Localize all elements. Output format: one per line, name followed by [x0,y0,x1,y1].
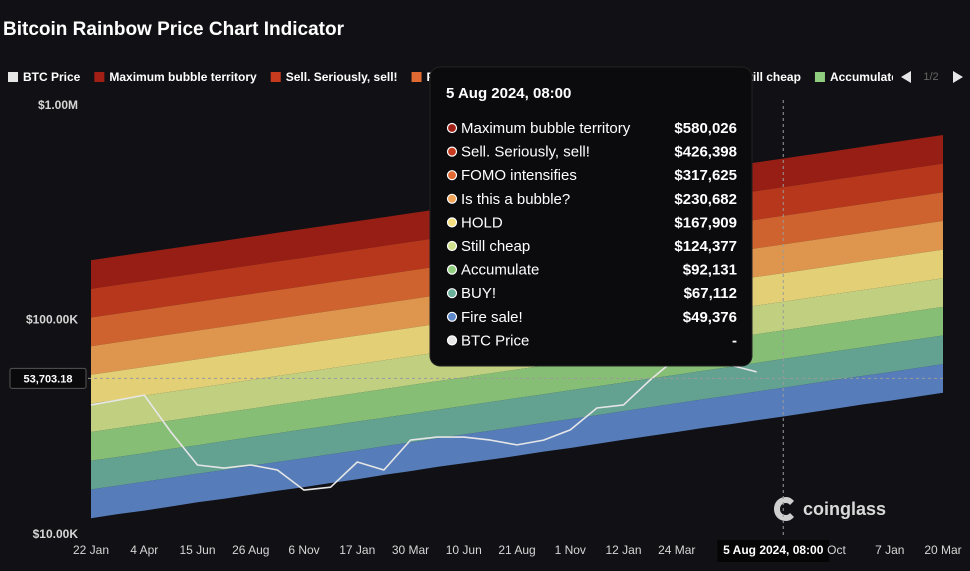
crosshair-x-box [717,540,830,562]
legend-swatch[interactable] [814,72,825,82]
tooltip-value: $67,112 [684,285,737,302]
tooltip-series-name: Sell. Seriously, sell! [461,144,590,161]
tooltip-dot [446,170,458,181]
tooltip-value: $92,131 [683,262,737,279]
legend-prev[interactable] [901,71,911,83]
tooltip-row: HOLD $167,909 [446,214,737,231]
legend-pager[interactable]: 1/2 [901,71,963,83]
legend-label[interactable]: Maximum bubble territory [109,70,257,84]
tooltip-series-name: Is this a bubble? [461,191,570,208]
x-tick-label: 10 Jun [446,543,482,557]
y-tick-label: $100.00K [26,313,78,327]
tooltip-dot [446,240,458,252]
tooltip-dot [446,122,458,134]
watermark-text: coinglass [803,499,886,519]
x-tick-label: 24 Mar [658,543,695,557]
tooltip-row: FOMO intensifies $317,625 [446,167,737,184]
legend-label[interactable]: Sell. Seriously, sell! [286,70,398,84]
watermark: coinglass [774,497,886,521]
price-line [90,357,757,491]
x-tick-label: 17 Jan [339,543,375,557]
x-tick-label: 21 Aug [498,543,535,557]
tooltip-value: $124,377 [674,238,737,255]
tooltip-row: Fire sale! $49,376 [446,309,737,326]
tooltip-value: - [732,332,737,349]
crosshair-y-label: 53,703.18 [24,373,73,385]
y-tick-label: $10.00K [33,527,79,541]
x-tick-label: 7 Jan [875,543,904,557]
x-tick-label: 4 Apr [130,543,158,557]
tooltip-dot [446,217,458,228]
legend-page: 1/2 [923,71,938,83]
legend-label[interactable]: BTC Price [23,70,81,84]
tooltip-dot [446,264,458,275]
tooltip-series-name: Accumulate [461,262,539,279]
watermark-icon [774,497,794,521]
tooltip-value: $580,026 [674,120,737,137]
y-tick-label: $1.00M [38,98,78,112]
rainbow-band [91,364,943,519]
tooltip-series-name: BUY! [461,285,496,302]
tooltip-series-name: Still cheap [461,238,530,255]
legend-label[interactable]: Still cheap [741,70,801,84]
tooltip-row: Still cheap $124,377 [446,238,737,255]
x-tick-label: 1 Nov [555,543,586,557]
tooltip-dot [446,335,458,346]
tooltip-value: $317,625 [674,167,737,184]
crosshair-x-label: 5 Aug 2024, 08:00 [723,543,824,557]
tooltip-row: Maximum bubble territory $580,026 [446,120,737,137]
tooltip-series-name: BTC Price [461,332,529,349]
tooltip-series-name: Maximum bubble territory [461,120,631,137]
tooltip-dot [446,311,458,322]
tooltip-dot [446,193,458,204]
legend-swatch[interactable] [8,72,18,82]
tooltip-dot [446,146,458,157]
crosshair-y-box [9,367,87,389]
x-tick-label: 30 Mar [392,543,429,557]
tooltip-dot [446,288,458,299]
x-tick-label: Oct [827,543,846,557]
x-tick-label: 20 Mar [924,543,961,557]
legend-swatch[interactable] [94,72,105,82]
tooltip-value: $426,398 [674,144,737,161]
legend-label[interactable]: Accumulate [830,70,898,84]
chart-title: Bitcoin Rainbow Price Chart Indicator [3,19,345,40]
x-tick-label: 15 Jun [179,543,215,557]
tooltip-series-name: HOLD [461,214,503,231]
legend-next[interactable] [953,71,963,83]
tooltip-value: $167,909 [674,214,737,231]
tooltip-row: BUY! $67,112 [446,285,737,302]
tooltip-row: BTC Price - [446,332,737,349]
legend-swatch[interactable] [270,72,281,82]
tooltip-box [429,66,753,367]
tooltip-title: 5 Aug 2024, 08:00 [446,85,571,102]
x-tick-label: 22 Jan [73,543,109,557]
x-tick-label: 26 Aug [232,543,269,557]
rainbow-band [91,335,943,490]
x-tick-label: 12 Jan [605,543,641,557]
x-tick-label: 6 Nov [288,543,319,557]
tooltip-value: $49,376 [683,309,737,326]
tooltip-series-name: FOMO intensifies [461,167,577,184]
tooltip-row: Sell. Seriously, sell! $426,398 [446,144,737,161]
tooltip-row: Accumulate $92,131 [446,262,737,279]
tooltip-row: Is this a bubble? $230,682 [446,191,737,208]
legend-swatch[interactable] [411,72,422,82]
tooltip: 5 Aug 2024, 08:00 Maximum bubble territor… [429,66,753,367]
tooltip-value: $230,682 [674,191,737,208]
tooltip-series-name: Fire sale! [461,309,523,326]
